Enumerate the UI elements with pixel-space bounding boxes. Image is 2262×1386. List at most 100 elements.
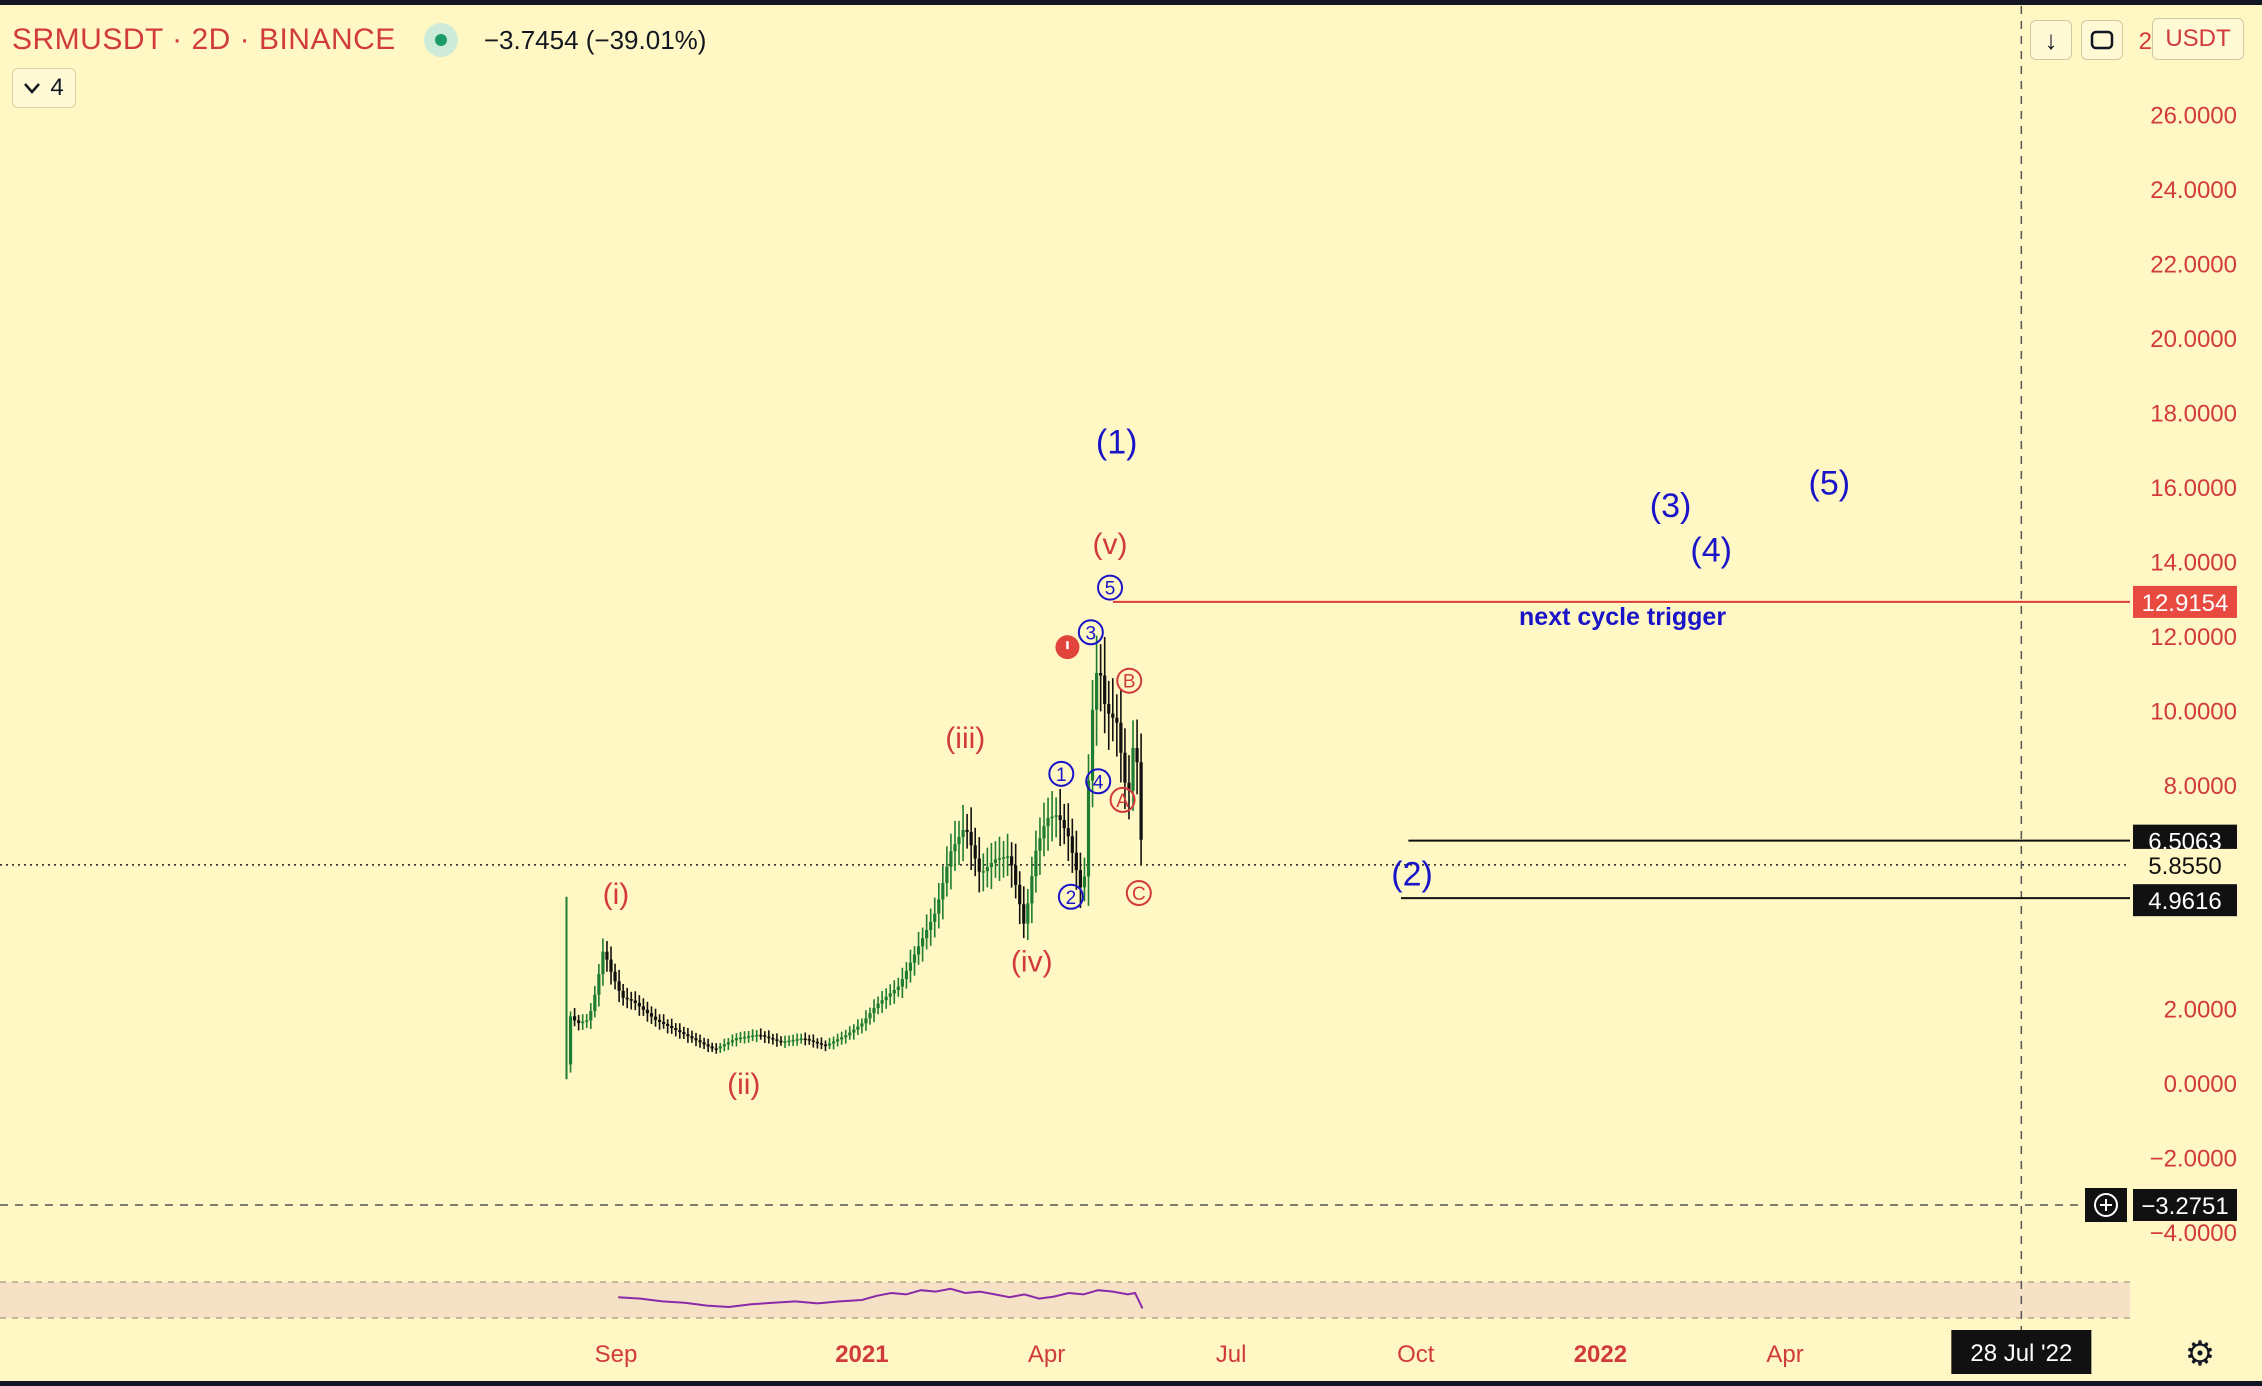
candle <box>751 1035 755 1038</box>
candle <box>734 1038 739 1041</box>
blue-wave-label-1: (2) <box>1391 856 1433 894</box>
time-tick-3: Jul <box>1216 1341 1247 1368</box>
crosshair-price-badge: −3.2751 <box>2141 1193 2228 1220</box>
candle <box>1135 747 1139 763</box>
candle <box>1127 782 1131 791</box>
price-badge-lower: 4.9616 <box>2148 888 2221 915</box>
fullscreen-button[interactable] <box>2081 20 2123 60</box>
price-tick-3: 20.0000 <box>2150 326 2237 353</box>
candle <box>941 883 945 900</box>
candle <box>1103 675 1107 705</box>
candle <box>767 1036 771 1039</box>
last-price-label: 5.8550 <box>2148 853 2221 880</box>
candle <box>1107 704 1111 714</box>
candle <box>908 962 913 971</box>
candle <box>787 1040 791 1043</box>
candle <box>973 845 977 859</box>
blue-circle-label-0: 1 <box>1056 765 1067 786</box>
candle <box>1078 870 1083 888</box>
candle <box>1086 780 1091 877</box>
gear-icon[interactable]: ⚙ <box>2184 1335 2216 1373</box>
candle <box>920 938 925 947</box>
price-tick-11: 0.0000 <box>2164 1071 2237 1098</box>
rsi-line <box>618 1287 1144 1309</box>
blue-wave-label-3: (4) <box>1690 532 1732 570</box>
candle <box>1062 820 1066 829</box>
blue-circle-label-2: 3 <box>1086 623 1097 644</box>
candle <box>953 844 957 852</box>
candle <box>653 1016 658 1020</box>
indicator-count: 4 <box>50 74 64 101</box>
red-circle-label-0: A <box>1116 791 1129 812</box>
indicator-legend-toggle[interactable]: 4 <box>12 68 76 108</box>
candle <box>799 1038 803 1041</box>
time-tick-5: 2022 <box>1574 1341 1627 1368</box>
candle <box>682 1032 686 1035</box>
price-tick-5: 16.0000 <box>2150 475 2237 502</box>
candle <box>649 1013 654 1017</box>
currency-button[interactable]: USDT <box>2152 18 2244 60</box>
candle <box>722 1044 726 1047</box>
candle <box>1018 884 1022 905</box>
price-badge-red-bg <box>2133 585 2237 618</box>
candle <box>1099 673 1103 676</box>
candle <box>755 1034 759 1037</box>
candle <box>823 1044 828 1047</box>
time-tick-6: Apr <box>1766 1341 1803 1368</box>
red-circle-label-1: B <box>1123 672 1136 693</box>
candle <box>1026 903 1030 924</box>
candle <box>880 1000 884 1004</box>
candle <box>836 1039 840 1042</box>
symbol-title[interactable]: SRMUSDT · 2D · BINANCE <box>12 23 396 56</box>
candle <box>1050 816 1054 819</box>
candle <box>916 946 921 955</box>
candle <box>568 1016 573 1065</box>
red-circle-marker-1 <box>1116 667 1143 694</box>
candle <box>742 1036 747 1039</box>
candle <box>1010 856 1014 866</box>
candle <box>949 851 953 867</box>
candle <box>674 1028 678 1031</box>
download-button[interactable]: ↓ <box>2030 20 2072 60</box>
candle <box>876 1003 880 1009</box>
price-tick-13: −4.0000 <box>2150 1220 2237 1247</box>
candle <box>613 971 617 982</box>
candle <box>888 993 892 997</box>
time-tick-4: Oct <box>1397 1341 1435 1368</box>
candle <box>698 1040 702 1043</box>
candle <box>775 1039 779 1041</box>
candle <box>912 954 917 963</box>
candle <box>718 1046 722 1049</box>
plus-circle-icon[interactable] <box>2094 1192 2118 1217</box>
candle <box>896 986 900 990</box>
blue-circle-label-3: 4 <box>1093 772 1104 793</box>
candle <box>666 1023 670 1027</box>
candle <box>1070 836 1074 853</box>
time-tick-2: Apr <box>1028 1341 1065 1368</box>
red-wave-label-4: (v) <box>1093 528 1128 561</box>
candle <box>864 1018 868 1024</box>
price-tick-6: 14.0000 <box>2150 550 2237 577</box>
candle <box>1139 762 1143 840</box>
crosshair-price-badge-bg <box>2133 1188 2237 1221</box>
candle <box>872 1008 876 1014</box>
price-tick-0: 26.0000 <box>2150 103 2237 130</box>
candle <box>795 1039 799 1041</box>
candle <box>1111 713 1115 718</box>
candle <box>969 831 973 846</box>
candle <box>702 1042 706 1045</box>
candle <box>609 959 613 972</box>
candle <box>763 1035 767 1037</box>
crosshair-date-bg <box>1951 1330 2092 1374</box>
candle <box>645 1009 650 1014</box>
price-change: −3.7454 (−39.01%) <box>483 24 707 55</box>
red-wave-label-3: (iv) <box>1011 945 1053 978</box>
candle <box>641 1006 645 1010</box>
time-tick-0: Sep <box>595 1341 638 1368</box>
candle <box>738 1037 743 1040</box>
candle <box>981 871 985 873</box>
time-tick-1: 2021 <box>835 1341 888 1368</box>
blue-circle-marker-3 <box>1085 768 1112 795</box>
candle <box>840 1037 844 1040</box>
